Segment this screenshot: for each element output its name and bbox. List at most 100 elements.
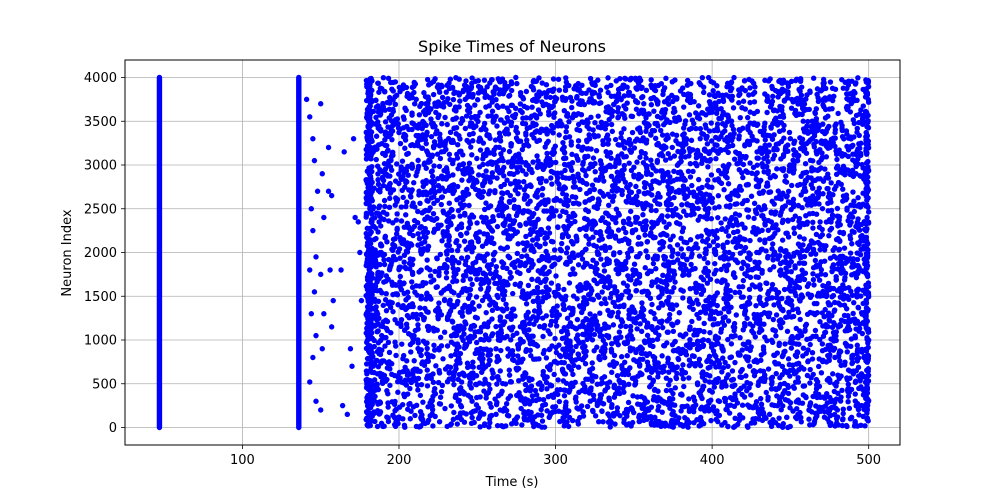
spike-point xyxy=(800,345,807,351)
spike-point xyxy=(792,77,799,84)
spike-point xyxy=(772,173,779,180)
spike-point xyxy=(394,211,400,217)
spike-point xyxy=(708,78,714,85)
spike-point xyxy=(378,420,385,427)
spike-point xyxy=(481,231,487,237)
spike-point xyxy=(477,424,483,430)
spike-point xyxy=(372,418,378,425)
spike-point xyxy=(686,362,693,369)
spike-point xyxy=(416,235,423,242)
spike-point xyxy=(562,167,568,174)
spike-point xyxy=(737,334,743,341)
spike-point xyxy=(810,225,816,231)
spike-point xyxy=(373,316,380,323)
spike-point xyxy=(736,127,742,133)
spike-point xyxy=(546,112,552,118)
spike-point xyxy=(583,280,589,287)
spike-point xyxy=(723,300,730,306)
spike-point xyxy=(469,414,475,421)
spike-point xyxy=(736,166,742,173)
spike-point xyxy=(578,309,585,316)
spike-point xyxy=(564,315,571,321)
spike-point xyxy=(773,333,779,339)
spike-point xyxy=(382,297,389,303)
spike-point xyxy=(383,334,389,341)
spike-point xyxy=(811,300,818,307)
spike-point xyxy=(660,91,666,98)
spike-point xyxy=(680,272,686,278)
spike-point xyxy=(671,402,678,408)
spike-point xyxy=(496,377,502,383)
spike-point xyxy=(756,329,762,335)
spike-point xyxy=(812,167,818,173)
spike-point xyxy=(524,137,530,143)
spike-point xyxy=(563,79,570,85)
spike-point xyxy=(689,251,695,257)
spike-point xyxy=(539,80,545,86)
spike-point xyxy=(765,227,772,234)
spike-point xyxy=(338,267,344,273)
spike-point xyxy=(385,339,392,346)
spike-point xyxy=(617,75,623,82)
spike-point xyxy=(651,358,658,364)
spike-point xyxy=(669,253,675,259)
spike-point xyxy=(428,116,434,122)
spike-point xyxy=(698,233,704,239)
spike-point xyxy=(520,356,526,362)
spike-point xyxy=(417,408,424,415)
spike-point xyxy=(373,225,379,231)
spike-point xyxy=(480,151,487,158)
spike-point xyxy=(674,242,681,248)
spike-point xyxy=(549,181,555,187)
spike-point xyxy=(689,182,695,189)
spike-point xyxy=(691,327,698,333)
spike-point xyxy=(605,75,611,81)
spike-point xyxy=(468,114,475,121)
spike-point xyxy=(548,238,555,245)
spike-point xyxy=(686,375,692,381)
spike-point xyxy=(381,197,388,204)
spike-point xyxy=(437,334,444,341)
spike-point xyxy=(787,136,794,142)
spike-point xyxy=(831,186,838,192)
spike-point xyxy=(468,144,474,150)
spike-point xyxy=(489,99,495,105)
spike-point xyxy=(724,239,731,245)
spike-point xyxy=(637,154,643,160)
spike-point xyxy=(653,266,659,272)
spike-point xyxy=(725,181,732,187)
spike-point xyxy=(748,193,755,199)
spike-point xyxy=(446,237,452,244)
spike-point xyxy=(401,393,408,400)
spike-point xyxy=(839,125,845,132)
spike-point xyxy=(629,229,636,236)
spike-point xyxy=(371,185,377,191)
spike-point xyxy=(431,342,437,348)
spike-point xyxy=(431,200,437,207)
spike-point xyxy=(680,375,687,382)
spike-point xyxy=(750,91,756,97)
spike-point xyxy=(375,171,381,177)
spike-point xyxy=(429,173,436,180)
spike-point xyxy=(552,335,558,342)
spike-point xyxy=(484,131,490,138)
spike-point xyxy=(373,156,379,163)
spike-point xyxy=(358,297,365,304)
spike-point xyxy=(681,208,687,215)
spike-point xyxy=(543,355,550,361)
spike-point xyxy=(787,199,793,206)
spike-point xyxy=(421,208,427,215)
spike-point xyxy=(500,408,506,414)
spike-point xyxy=(444,121,450,128)
spike-point xyxy=(407,400,413,407)
spike-point xyxy=(493,346,499,352)
spike-point xyxy=(845,398,851,405)
spike-point xyxy=(606,116,612,123)
spike-point xyxy=(543,82,550,88)
spike-point xyxy=(491,117,497,123)
spike-point xyxy=(854,342,861,348)
spike-point xyxy=(494,175,500,181)
spike-point xyxy=(561,107,567,114)
spike-point xyxy=(407,385,413,392)
spike-point xyxy=(350,136,357,142)
